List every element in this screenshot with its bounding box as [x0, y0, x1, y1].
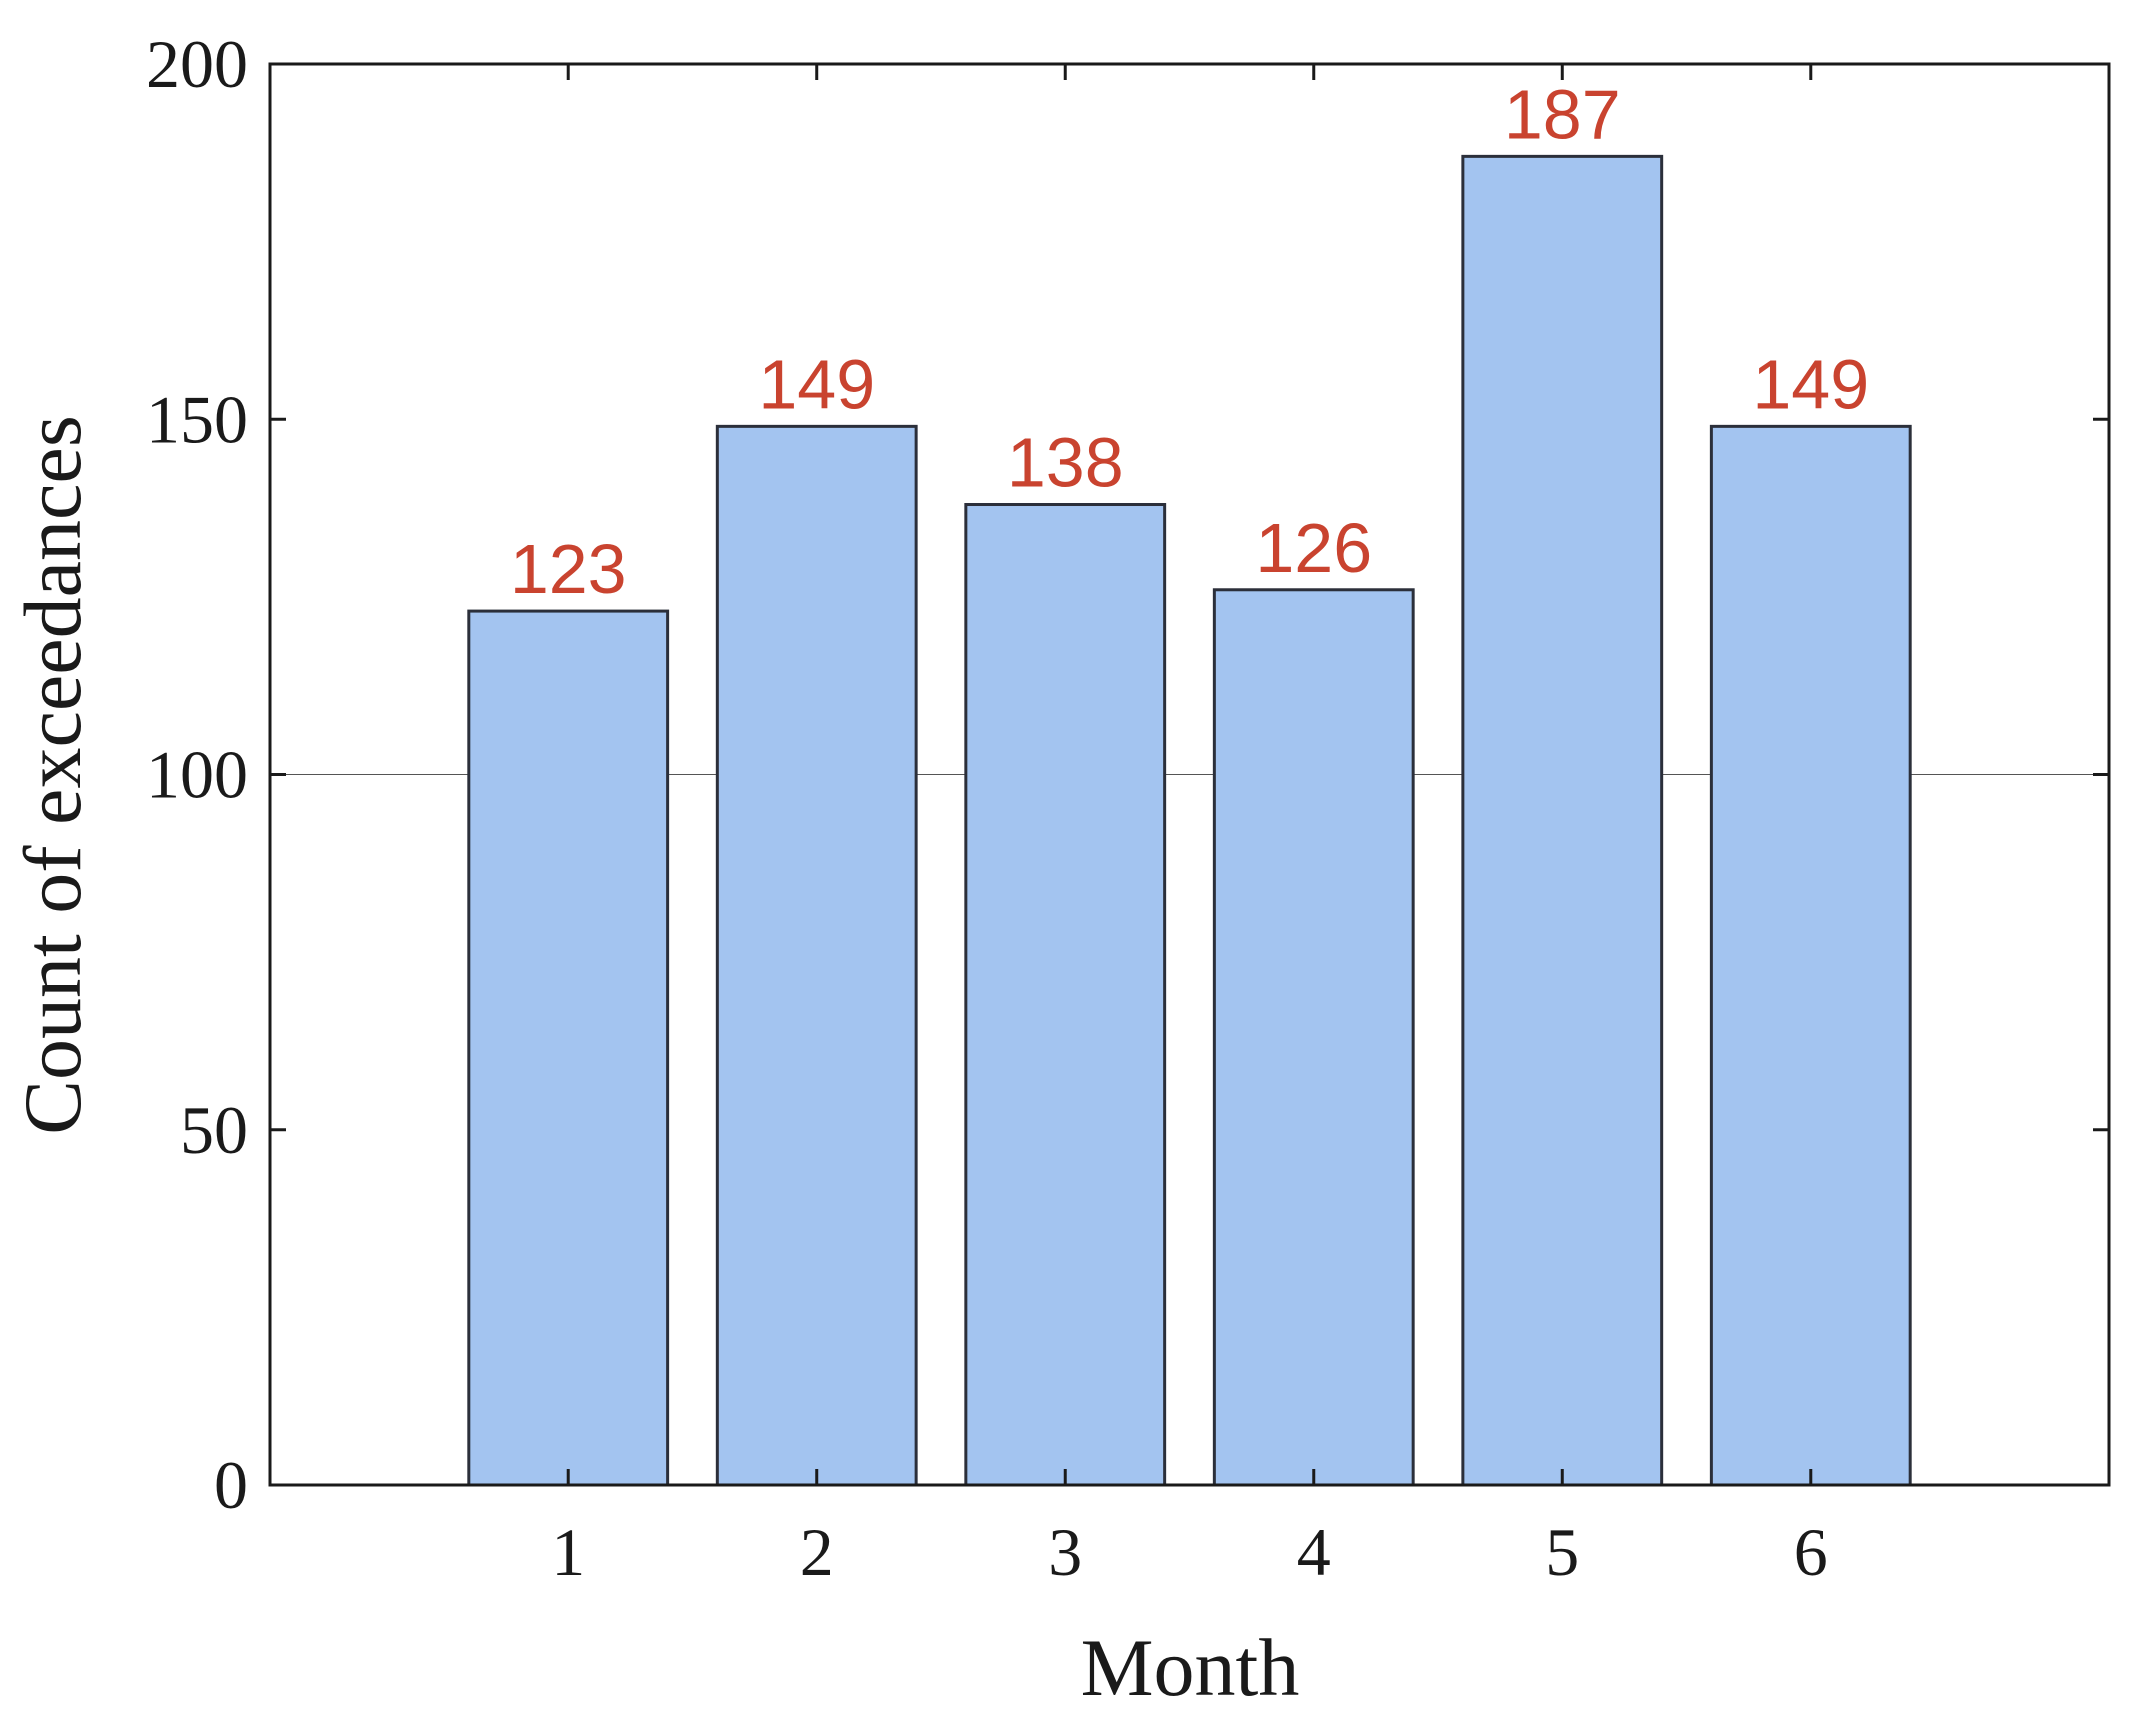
x-tick-label: 2 [800, 1514, 834, 1590]
value-label: 187 [1504, 75, 1621, 153]
y-tick-label: 150 [146, 381, 248, 457]
y-tick-label: 100 [146, 737, 248, 813]
y-tick-label: 200 [146, 26, 248, 102]
value-label: 149 [1752, 345, 1869, 423]
bar [1461, 154, 1664, 1487]
x-tick-label: 1 [551, 1514, 585, 1590]
x-tick-label: 4 [1297, 1514, 1331, 1590]
bar [467, 609, 670, 1487]
y-tick-label: 0 [214, 1447, 248, 1523]
y-tick-label: 50 [180, 1092, 248, 1168]
bar [1212, 588, 1415, 1487]
value-label: 149 [758, 345, 875, 423]
plot-frame [268, 62, 2111, 1487]
bar [715, 424, 918, 1487]
value-label: 138 [1007, 424, 1124, 502]
x-axis-label: Month [1081, 1622, 1300, 1713]
y-axis-label: Count of exceedances [7, 415, 98, 1134]
x-tick-label: 6 [1794, 1514, 1828, 1590]
bar [964, 503, 1167, 1487]
value-label: 123 [510, 530, 627, 608]
x-tick-label: 5 [1545, 1514, 1579, 1590]
bar [1709, 424, 1912, 1487]
value-label: 126 [1255, 509, 1372, 587]
x-tick-label: 3 [1048, 1514, 1082, 1590]
